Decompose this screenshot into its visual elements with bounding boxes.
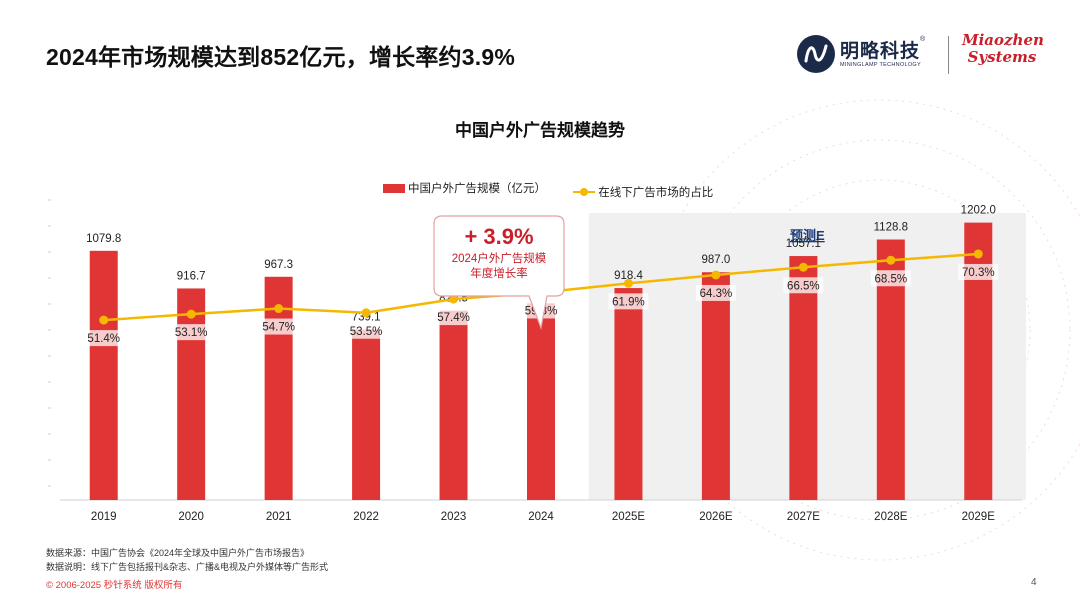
share-value-label: 70.3% xyxy=(962,267,995,279)
share-point xyxy=(99,315,109,325)
bar-value-label: 1057.1 xyxy=(786,238,821,250)
share-value-label: 54.7% xyxy=(262,322,295,334)
page-number: 4 xyxy=(1031,577,1037,588)
share-label-bg xyxy=(171,324,212,341)
share-label-bg xyxy=(346,322,387,339)
share-value-label: 61.9% xyxy=(612,296,645,308)
x-tick-label: 2022 xyxy=(353,511,379,523)
logo-divider xyxy=(948,36,949,74)
minglue-registered: ® xyxy=(920,36,926,43)
x-tick-label: 2026E xyxy=(699,511,733,523)
share-point xyxy=(449,294,459,304)
bar-value-label: 918.4 xyxy=(614,270,643,282)
bar-value-label: 1079.8 xyxy=(86,233,121,245)
x-tick-label: 2023 xyxy=(441,511,467,523)
footnote-source: 数据来源：中国广告协会《2024年全球及中国户外广告市场报告》 xyxy=(46,548,310,558)
forecast-label: 预测E xyxy=(790,228,825,243)
bar-2020 xyxy=(177,288,206,500)
miaozhen-logo: Miaozhen Systems xyxy=(962,31,1044,66)
callout-line2: 年度增长率 xyxy=(470,266,528,280)
bar-value-label: 987.0 xyxy=(702,254,731,266)
share-label-bg xyxy=(695,284,736,301)
bar-2027E xyxy=(789,256,818,500)
share-label-bg xyxy=(783,277,824,294)
share-label-bg xyxy=(258,318,299,335)
x-tick-label: 2021 xyxy=(266,511,292,523)
legend-bar-label: 中国户外广告规模（亿元） xyxy=(408,183,546,195)
share-value-label: 66.5% xyxy=(787,280,820,292)
minglue-name: 明略科技 xyxy=(840,41,921,62)
bar-2022 xyxy=(352,329,381,500)
share-label-bg xyxy=(608,293,649,310)
x-tick-label: 2029E xyxy=(962,511,996,523)
share-point xyxy=(186,309,196,319)
callout-value: + 3.9% xyxy=(464,224,533,249)
share-value-label: 57.4% xyxy=(437,312,470,324)
share-point xyxy=(973,249,983,259)
legend-line: 在线下广告市场的占比 xyxy=(573,184,713,200)
share-point xyxy=(623,278,633,288)
x-tick-label: 2027E xyxy=(787,511,821,523)
share-value-label: 64.3% xyxy=(700,288,733,300)
bar-value-label: 739.1 xyxy=(352,311,381,323)
x-tick-label: 2019 xyxy=(91,511,117,523)
x-tick-label: 2025E xyxy=(612,511,646,523)
chart-legend: 中国户外广告规模（亿元） 在线下广告市场的占比 xyxy=(383,180,737,200)
legend-line-label: 在线下广告市场的占比 xyxy=(598,186,714,199)
chart-title: 中国户外广告规模趋势 xyxy=(455,121,625,140)
share-point xyxy=(711,270,721,280)
bar-2025E xyxy=(614,288,643,500)
bar-value-label: 1202.0 xyxy=(961,205,996,217)
miaozhen-line2: Systems xyxy=(967,48,1037,66)
share-point xyxy=(886,255,896,265)
x-tick-label: 2020 xyxy=(178,511,204,523)
share-value-label: 51.4% xyxy=(87,333,120,345)
share-label-bg xyxy=(870,270,911,287)
bar-2026E xyxy=(701,272,730,500)
miaozhen-line1: Miaozhen xyxy=(962,31,1044,49)
minglue-subtitle: MININGLAMP TECHNOLOGY xyxy=(840,62,921,68)
share-label-bg xyxy=(83,330,124,347)
copyright: © 2006-2025 秒针系统 版权所有 xyxy=(46,580,183,591)
bar-value-label: 1128.8 xyxy=(874,222,908,234)
share-point xyxy=(361,308,371,318)
bar-value-label: 967.3 xyxy=(264,259,293,271)
footnote-note: 数据说明：线下广告包括报刊&杂志、广播&电视及户外媒体等广告形式 xyxy=(46,562,329,572)
share-point xyxy=(274,304,284,314)
callout-line1: 2024户外广告规模 xyxy=(452,251,547,265)
page-headline: 2024年市场规模达到852亿元，增长率约3.9% xyxy=(46,44,515,70)
bar-2021 xyxy=(264,276,293,500)
logo-group: 明略科技 ® MININGLAMP TECHNOLOGY Miaozhen Sy… xyxy=(796,30,1046,80)
share-value-label: 53.5% xyxy=(350,326,383,338)
bar-value-label: 916.7 xyxy=(177,270,206,282)
share-label-bg xyxy=(433,309,474,326)
bar-2023 xyxy=(439,310,468,500)
share-value-label: 53.1% xyxy=(175,327,208,339)
share-label-bg xyxy=(958,263,999,280)
legend-bar-swatch xyxy=(383,183,405,193)
share-value-label: 68.5% xyxy=(875,273,908,285)
bar-2019 xyxy=(89,250,118,500)
legend-line-swatch xyxy=(573,187,596,196)
callout-bubble xyxy=(433,215,565,331)
share-point xyxy=(798,262,808,272)
bar-2024 xyxy=(527,303,555,500)
minglue-logo-icon xyxy=(797,35,835,73)
legend-bar: 中国户外广告规模（亿元） xyxy=(383,180,546,196)
x-tick-label: 2028E xyxy=(874,511,908,523)
x-tick-label: 2024 xyxy=(528,511,554,523)
